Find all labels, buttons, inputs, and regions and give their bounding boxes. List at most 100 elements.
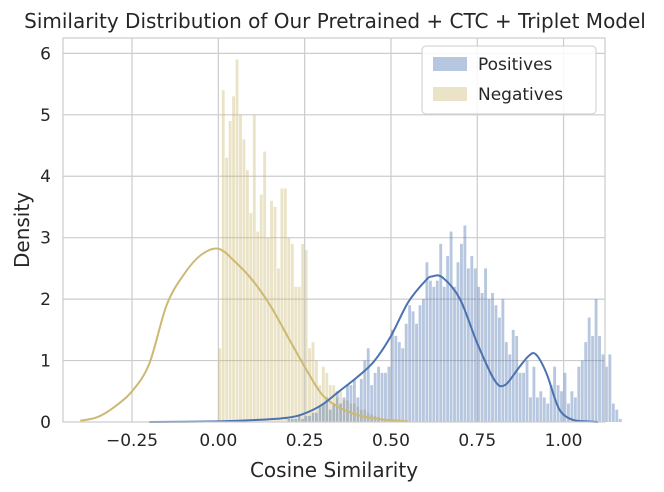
negatives-bar: [384, 419, 387, 422]
x-axis-label: Cosine Similarity: [250, 458, 418, 482]
positives-bar: [315, 412, 318, 422]
positives-bar: [570, 391, 574, 422]
positives-bar: [346, 385, 349, 422]
y-tick-label: 5: [40, 106, 51, 126]
x-tick-label: 1.00: [545, 431, 583, 451]
negatives-bar: [218, 348, 222, 422]
positives-bar: [598, 335, 601, 422]
negatives-bar: [318, 385, 322, 422]
tick-labels: −0.25 0.00 0.25 0.50 0.75 1.00 0 1 2 3 4 5 6: [40, 44, 582, 451]
positives-bar: [508, 354, 512, 422]
x-tick-label: −0.25: [106, 431, 158, 451]
positives-bar: [432, 286, 436, 422]
positives-bar: [321, 403, 325, 422]
positives-bar: [404, 323, 408, 422]
negatives-bar: [245, 170, 249, 422]
positives-kde-curve: [149, 274, 599, 423]
negatives-bar: [339, 391, 343, 422]
negatives-bar: [280, 188, 284, 422]
positives-bar: [428, 280, 432, 422]
positives-bar: [591, 335, 595, 422]
x-tick-label: 0.50: [372, 431, 410, 451]
kde-curves: [80, 247, 599, 423]
positives-bar: [418, 305, 422, 422]
positives-bar: [390, 329, 394, 422]
positives-bar: [522, 372, 525, 422]
negatives-bar: [304, 249, 308, 422]
positives-bar: [352, 378, 356, 422]
positives-bar: [549, 385, 553, 422]
negatives-bar: [228, 120, 232, 422]
negatives-bar: [297, 286, 301, 422]
positives-bar: [460, 243, 463, 422]
positives-bar: [553, 366, 557, 422]
positives-bar: [297, 415, 301, 422]
positives-bar: [563, 372, 567, 422]
negatives-bar: [259, 194, 263, 422]
y-tick-label: 4: [40, 167, 51, 187]
positives-legend-label: Positives: [478, 55, 553, 75]
negatives-bar: [277, 268, 280, 422]
positives-bar: [567, 403, 570, 422]
negatives-bar: [287, 237, 291, 422]
positives-bar: [577, 366, 581, 422]
positives-bar: [529, 397, 532, 422]
y-tick-label: 2: [40, 290, 51, 310]
negatives-legend-label: Negatives: [478, 85, 563, 105]
positives-bar: [366, 348, 370, 422]
positives-bar: [501, 299, 505, 422]
positives-bar: [370, 385, 374, 422]
negatives-bar: [301, 243, 305, 422]
positives-bar: [394, 335, 398, 422]
positives-bar: [290, 418, 294, 422]
positives-bar: [473, 268, 477, 422]
positives-bar: [525, 360, 529, 422]
positives-bar: [532, 366, 536, 422]
negatives-bar: [387, 420, 391, 422]
positives-legend-swatch: [433, 57, 467, 71]
positives-bar: [328, 409, 332, 422]
chart-title: Similarity Distribution of Our Pretraine…: [24, 9, 646, 33]
negatives-bar: [256, 231, 260, 422]
positives-bar: [363, 360, 367, 422]
negatives-bar: [290, 243, 294, 422]
negatives-bar: [283, 188, 287, 422]
x-tick-label: 0.00: [199, 431, 237, 451]
positives-bar: [332, 403, 336, 422]
positives-bar: [442, 286, 446, 422]
positives-bar: [301, 418, 305, 422]
positives-bar: [504, 342, 508, 422]
positives-bar: [539, 391, 543, 422]
positives-bar: [542, 397, 546, 422]
positives-bar: [456, 262, 460, 422]
negatives-bar: [321, 366, 325, 422]
negatives-bar: [249, 213, 253, 422]
positives-bar: [425, 262, 429, 422]
positives-bar: [611, 403, 615, 422]
x-tick-label: 0.75: [458, 431, 496, 451]
positives-bar: [415, 323, 418, 422]
negatives-bar: [352, 403, 356, 422]
y-axis-label: Density: [10, 192, 34, 268]
positives-bar: [401, 348, 405, 422]
positives-bar: [605, 366, 608, 422]
positives-bar: [380, 372, 384, 422]
positives-bar: [446, 256, 450, 422]
positives-bar: [515, 335, 519, 422]
positives-bar: [587, 317, 591, 422]
positives-bar: [449, 231, 453, 422]
positives-bar: [422, 299, 425, 422]
negatives-bar: [239, 114, 242, 423]
positives-bar: [356, 397, 360, 422]
positives-bar: [491, 292, 494, 422]
positives-bar: [373, 372, 377, 422]
negatives-bar: [342, 400, 346, 422]
negatives-bar: [308, 348, 311, 422]
negatives-bar: [252, 114, 256, 423]
negatives-bar: [315, 360, 318, 422]
positives-bar: [384, 372, 387, 422]
plot-frame: [62, 37, 606, 423]
negatives-bar: [335, 397, 339, 422]
y-tick-label: 0: [40, 413, 51, 433]
negatives-bar: [390, 420, 394, 422]
